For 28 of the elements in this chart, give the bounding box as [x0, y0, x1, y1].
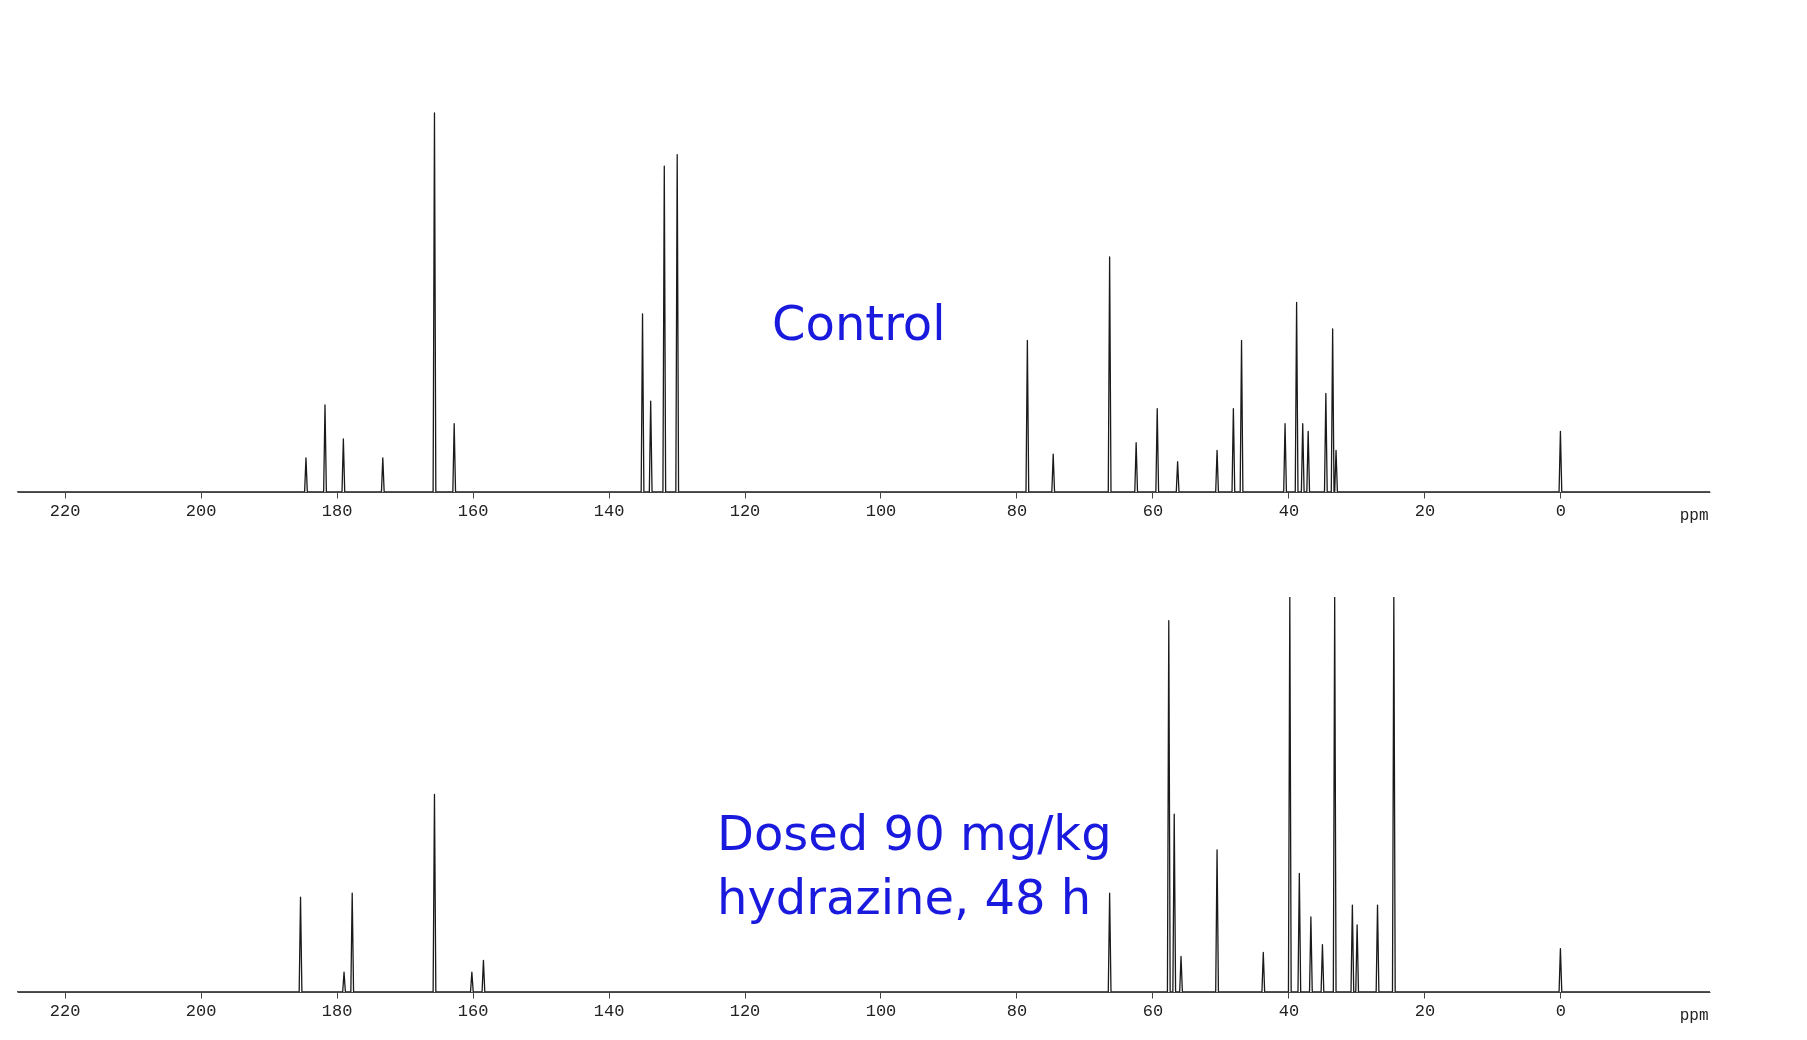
x-tick-label: 220 — [49, 501, 81, 521]
x-tick-label: 140 — [593, 1001, 625, 1021]
x-axis-title: ppm — [1679, 506, 1709, 525]
x-tick-label: 160 — [457, 501, 489, 521]
x-tick-label: 60 — [1142, 501, 1164, 521]
x-tick-label: 220 — [49, 1001, 81, 1021]
x-tick-label: 200 — [185, 1001, 217, 1021]
x-tick-label: 180 — [321, 501, 353, 521]
x-tick-label: 80 — [1006, 1001, 1028, 1021]
x-tick-label: 100 — [865, 1001, 897, 1021]
x-tick-label: 140 — [593, 501, 625, 521]
x-tick-label: 0 — [1555, 1001, 1567, 1021]
x-tick-label: 40 — [1278, 1001, 1300, 1021]
x-tick-label: 200 — [185, 501, 217, 521]
x-tick-label: 120 — [729, 1001, 761, 1021]
x-tick-label: 160 — [457, 1001, 489, 1021]
x-tick-label: 180 — [321, 1001, 353, 1021]
x-tick-label: 80 — [1006, 501, 1028, 521]
x-tick-label: 40 — [1278, 501, 1300, 521]
x-tick-label: 0 — [1555, 501, 1567, 521]
annotation: Dosed 90 mg/kg hydrazine, 48 h — [717, 805, 1112, 925]
x-tick-label: 20 — [1414, 501, 1436, 521]
x-tick-label: 60 — [1142, 1001, 1164, 1021]
x-axis-title: ppm — [1679, 1006, 1709, 1025]
x-tick-label: 120 — [729, 501, 761, 521]
x-tick-label: 20 — [1414, 1001, 1436, 1021]
annotation: Control — [772, 295, 946, 351]
x-tick-label: 100 — [865, 501, 897, 521]
